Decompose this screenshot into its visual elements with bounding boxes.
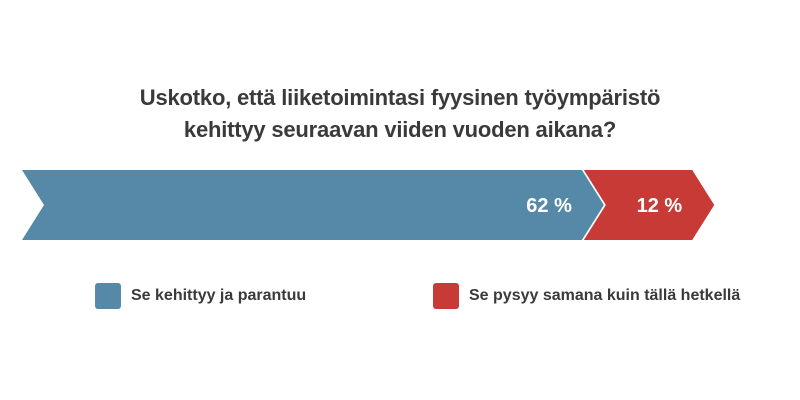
chart-title-line-1: Uskotko, että liiketoimintasi fyysinen t… [139,85,661,110]
legend-swatch-improves [95,283,121,309]
bar-label-1: 62 % [526,195,572,217]
legend-item-stays-same: Se pysyy samana kuin tällä hetkellä [433,283,740,309]
bar-segment-1 [22,170,604,240]
legend-item-improves: Se kehittyy ja parantuu [95,283,306,309]
bar-label-2: 12 % [637,195,683,217]
legend-swatch-stays-same [433,283,459,309]
bar-segment-2 [583,170,715,240]
legend-label-improves: Se kehittyy ja parantuu [131,287,307,304]
legend-label-stays-same: Se pysyy samana kuin tällä hetkellä [469,287,741,304]
chart-title-line-2: kehittyy seuraavan viiden vuoden aikana? [183,117,617,142]
chart-title: Uskotko, että liiketoimintasi fyysinen t… [0,82,800,146]
